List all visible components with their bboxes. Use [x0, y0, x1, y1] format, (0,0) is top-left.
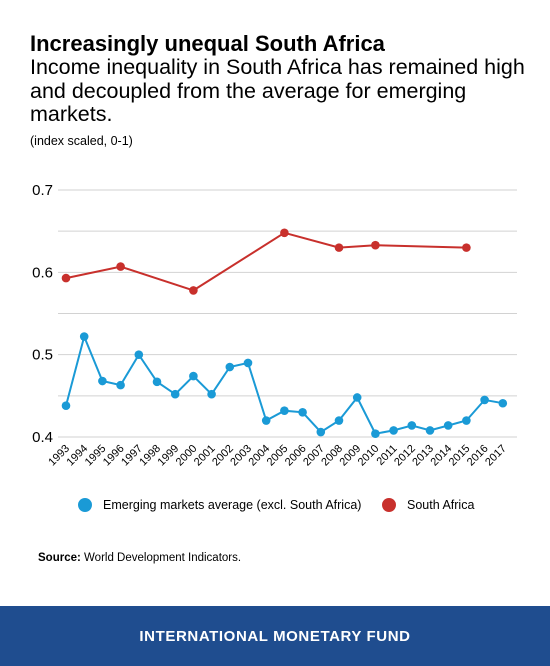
- data-point: [261, 416, 271, 425]
- y-tick-label: 0.5: [32, 347, 53, 364]
- line-chart: 0.40.50.60.71993199419951996199719981999…: [32, 182, 517, 469]
- series-line-1: [65, 231, 467, 292]
- data-point: [79, 332, 89, 341]
- data-point: [189, 371, 198, 381]
- data-point: [407, 421, 417, 430]
- legend: Emerging markets average (excl. South Af…: [0, 498, 550, 518]
- data-point: [443, 421, 453, 430]
- source-note: Source: World Development Indicators.: [38, 552, 241, 564]
- data-point: [207, 389, 216, 399]
- footer-banner: INTERNATIONAL MONETARY FUND: [0, 606, 550, 666]
- data-point: [425, 426, 435, 435]
- data-point: [462, 243, 471, 252]
- chart-title: Increasingly unequal South Africa: [30, 31, 385, 56]
- legend-label-emerging-markets: Emerging markets average (excl. South Af…: [103, 498, 362, 512]
- footer-logo-text: INTERNATIONAL MONETARY FUND: [139, 627, 411, 645]
- data-point: [352, 393, 362, 402]
- data-point: [152, 377, 162, 387]
- data-point: [498, 398, 508, 408]
- data-point: [371, 429, 380, 439]
- data-point: [189, 286, 198, 295]
- legend-dot-emerging-markets: [78, 498, 92, 512]
- data-point: [371, 240, 380, 250]
- data-point: [389, 426, 398, 435]
- legend-item-emerging-markets: Emerging markets average (excl. South Af…: [78, 498, 361, 512]
- data-point: [462, 416, 471, 425]
- legend-dot-south-africa: [382, 498, 396, 512]
- data-point: [280, 406, 289, 415]
- data-point: [316, 427, 326, 437]
- data-point: [61, 273, 71, 283]
- data-point: [225, 362, 235, 372]
- y-tick-label: 0.6: [32, 264, 53, 281]
- data-point: [116, 380, 125, 390]
- series-line-0: [65, 333, 503, 435]
- data-point: [298, 408, 307, 417]
- data-point: [116, 262, 125, 271]
- unit-label: (index scaled, 0-1): [30, 134, 133, 148]
- y-tick-label: 0.4: [32, 429, 53, 446]
- legend-item-south-africa: South Africa: [382, 498, 474, 512]
- source-label: Source:: [38, 552, 81, 564]
- data-point: [170, 389, 180, 399]
- data-point: [480, 395, 489, 405]
- data-point: [334, 416, 344, 425]
- data-point: [134, 350, 144, 359]
- data-point: [98, 376, 107, 386]
- legend-label-south-africa: South Africa: [407, 498, 475, 512]
- source-text: World Development Indicators.: [84, 552, 242, 564]
- x-tick-label: 2017: [483, 443, 509, 469]
- data-point: [61, 401, 71, 411]
- data-point: [280, 228, 289, 238]
- chart-subtitle: Income inequality in South Africa has re…: [30, 55, 525, 126]
- data-point: [243, 358, 253, 368]
- data-point: [334, 243, 344, 252]
- y-tick-label: 0.7: [32, 182, 53, 199]
